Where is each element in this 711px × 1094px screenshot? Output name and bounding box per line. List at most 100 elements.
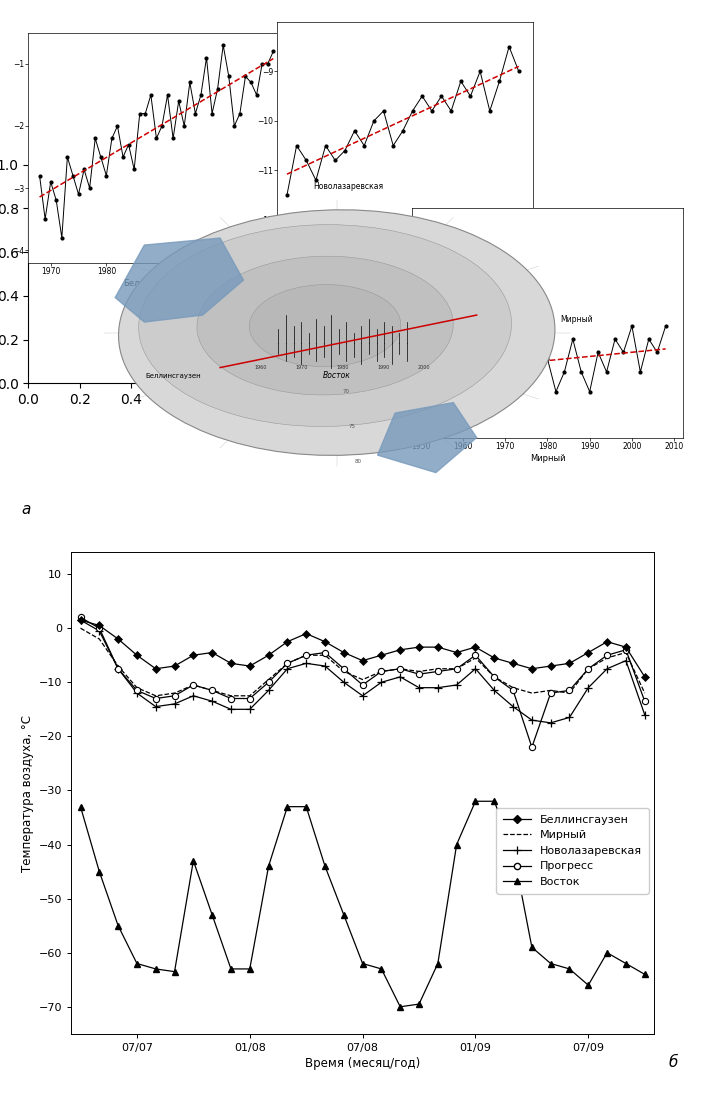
Восток — [133, 957, 141, 970]
Беллинсгаузен — [603, 636, 611, 649]
Восток — [340, 908, 348, 921]
Новолазаревская — [302, 656, 311, 670]
Беллинсгаузен — [528, 662, 536, 675]
Беллинсгаузен — [151, 662, 160, 675]
Прогресс — [452, 662, 461, 675]
Беллинсгаузен — [584, 645, 592, 659]
X-axis label: Беллинсгаузен: Беллинсгаузен — [123, 279, 190, 288]
Text: б: б — [668, 1055, 678, 1070]
Прогресс — [641, 695, 649, 708]
Беллинсгаузен — [452, 645, 461, 659]
Новолазаревская — [377, 676, 385, 689]
Беллинсгаузен — [396, 643, 405, 656]
Text: 1990: 1990 — [378, 365, 390, 371]
Прогресс — [415, 667, 423, 680]
Новолазаревская — [283, 662, 292, 675]
Беллинсгаузен — [340, 645, 348, 659]
Новолазаревская — [208, 695, 216, 708]
Мирный — [151, 689, 160, 702]
Восток — [189, 854, 198, 868]
Новолазаревская — [358, 689, 367, 702]
Восток — [621, 957, 630, 970]
X-axis label: Мирный: Мирный — [530, 454, 565, 463]
Беллинсгаузен — [133, 649, 141, 662]
Прогресс — [340, 662, 348, 675]
Восток — [151, 963, 160, 976]
Text: 75: 75 — [348, 423, 356, 429]
Мирный — [641, 687, 649, 700]
Text: 70: 70 — [343, 388, 350, 394]
Прогресс — [189, 678, 198, 691]
Восток — [302, 800, 311, 813]
Прогресс — [302, 649, 311, 662]
Y-axis label: Температура воздуха, °С: Температура воздуха, °С — [21, 714, 34, 872]
Ellipse shape — [250, 284, 401, 366]
Прогресс — [321, 645, 329, 659]
Восток — [321, 860, 329, 873]
Мирный — [490, 671, 498, 684]
Восток — [245, 963, 254, 976]
Новолазаревская — [565, 711, 574, 724]
Text: 2000: 2000 — [418, 365, 430, 371]
Мирный — [358, 673, 367, 686]
Прогресс — [133, 684, 141, 697]
Восток — [170, 965, 178, 978]
X-axis label: Новолазаревская: Новолазаревская — [367, 246, 444, 255]
Беллинсгаузен — [227, 656, 235, 670]
Восток — [641, 968, 649, 981]
Line: Беллинсгаузен: Беллинсгаузен — [77, 617, 648, 679]
Мирный — [245, 689, 254, 702]
Мирный — [302, 649, 311, 662]
Прогресс — [434, 665, 442, 678]
Мирный — [547, 684, 555, 697]
Ellipse shape — [139, 224, 511, 427]
Новолазаревская — [133, 687, 141, 700]
Восток — [509, 843, 518, 857]
Line: Новолазаревская: Новолазаревская — [76, 616, 649, 728]
Мирный — [396, 662, 405, 675]
Прогресс — [396, 662, 405, 675]
Восток — [227, 963, 235, 976]
Text: Восток: Восток — [323, 371, 351, 380]
Line: Прогресс: Прогресс — [77, 614, 648, 750]
Мирный — [133, 682, 141, 695]
Мирный — [509, 682, 518, 695]
Мирный — [321, 649, 329, 662]
Мирный — [621, 645, 630, 659]
Новолазаревская — [434, 682, 442, 695]
Мирный — [565, 687, 574, 700]
Новолазаревская — [528, 713, 536, 726]
Новолазаревская — [641, 708, 649, 721]
Новолазаревская — [264, 684, 273, 697]
Text: 1960: 1960 — [255, 365, 267, 371]
Мирный — [471, 651, 480, 664]
Text: Новолазаревская: Новолазаревская — [314, 182, 383, 191]
Прогресс — [528, 741, 536, 754]
Прогресс — [151, 691, 160, 705]
Ellipse shape — [197, 256, 453, 395]
Ellipse shape — [119, 210, 555, 455]
Polygon shape — [115, 238, 243, 322]
Мирный — [584, 662, 592, 675]
Беллинсгаузен — [377, 649, 385, 662]
Беллинсгаузен — [415, 641, 423, 654]
Беллинсгаузен — [208, 645, 216, 659]
Прогресс — [471, 649, 480, 662]
Новолазаревская — [415, 682, 423, 695]
Text: 80: 80 — [354, 458, 361, 464]
Мирный — [189, 678, 198, 691]
Прогресс — [509, 684, 518, 697]
Восток — [434, 957, 442, 970]
Мирный — [340, 665, 348, 678]
Беллинсгаузен — [302, 627, 311, 640]
Восток — [584, 979, 592, 992]
Беллинсгаузен — [490, 651, 498, 664]
Мирный — [603, 651, 611, 664]
Новолазаревская — [76, 614, 85, 627]
Беллинсгаузен — [358, 654, 367, 667]
Новолазаревская — [227, 702, 235, 715]
Новолазаревская — [621, 654, 630, 667]
Восток — [471, 794, 480, 807]
Восток — [415, 998, 423, 1011]
Восток — [565, 963, 574, 976]
